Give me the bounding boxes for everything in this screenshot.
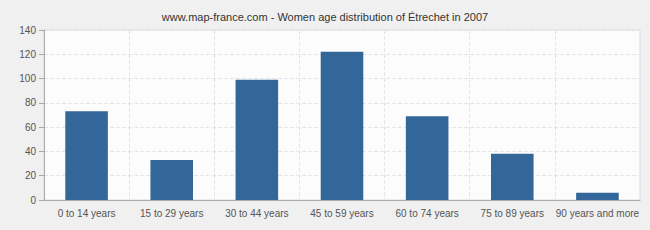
svg-text:100: 100 [19,73,36,84]
svg-text:75 to 89 years: 75 to 89 years [481,208,544,219]
svg-text:45 to 59 years: 45 to 59 years [310,208,373,219]
svg-text:90 years and more: 90 years and more [556,208,640,219]
svg-text:15 to 29 years: 15 to 29 years [140,208,203,219]
svg-text:60: 60 [25,122,37,133]
svg-text:140: 140 [19,25,36,36]
svg-text:120: 120 [19,49,36,60]
svg-text:20: 20 [25,170,37,181]
svg-text:0 to 14 years: 0 to 14 years [58,208,116,219]
svg-text:0: 0 [30,195,36,206]
svg-text:60 to 74 years: 60 to 74 years [395,208,458,219]
svg-text:40: 40 [25,146,37,157]
svg-text:30 to 44 years: 30 to 44 years [225,208,288,219]
svg-text:80: 80 [25,97,37,108]
svg-text:www.map-france.com - Women age: www.map-france.com - Women age distribut… [161,11,488,23]
